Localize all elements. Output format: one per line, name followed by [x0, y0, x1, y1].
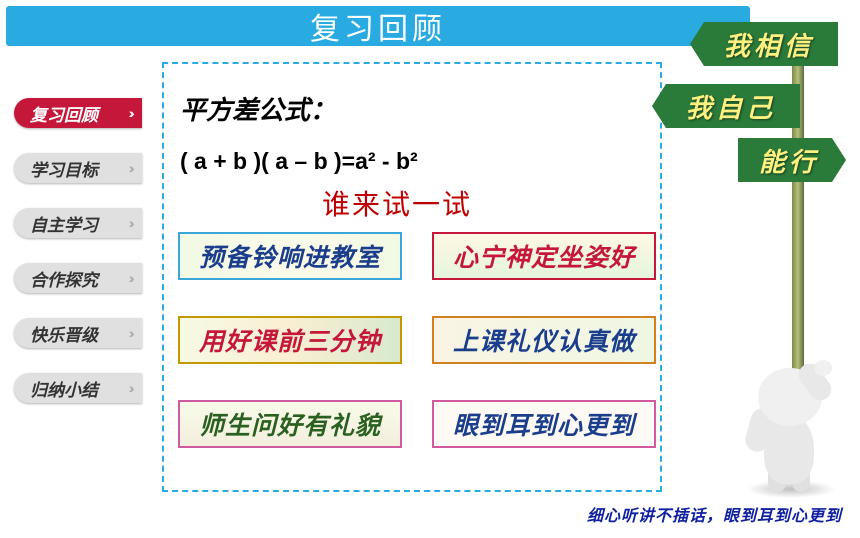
- sign-cando: 能行: [738, 138, 846, 182]
- nav-sidebar: 复习回顾 ›› 学习目标 ›› 自主学习 ›› 合作探究 ›› 快乐晋级 ›› …: [14, 98, 142, 403]
- nav-item-review[interactable]: 复习回顾 ››: [14, 98, 142, 128]
- banner-row: 用好课前三分钟 上课礼仪认真做: [178, 316, 656, 364]
- nav-item-goals[interactable]: 学习目标 ››: [14, 153, 142, 183]
- banner-row: 预备铃响进教室 心宁神定坐姿好: [178, 232, 656, 280]
- mascot-figure: [726, 343, 856, 498]
- formula-heading: 平方差公式：: [180, 90, 336, 127]
- banner-card: 上课礼仪认真做: [432, 316, 656, 364]
- nav-item-happy[interactable]: 快乐晋级 ››: [14, 318, 142, 348]
- nav-label: 学习目标: [30, 156, 98, 181]
- header-bar: 复习回顾: [6, 6, 750, 46]
- page-title: 复习回顾: [310, 4, 446, 48]
- banner-text: 预备铃响进教室: [199, 238, 381, 274]
- banner-card: 预备铃响进教室: [178, 232, 402, 280]
- banner-text: 眼到耳到心更到: [453, 406, 635, 442]
- banner-row: 师生问好有礼貌 眼到耳到心更到: [178, 400, 656, 448]
- banner-card: 用好课前三分钟: [178, 316, 402, 364]
- banner-card: 师生问好有礼貌: [178, 400, 402, 448]
- nav-label: 合作探究: [30, 266, 98, 291]
- nav-item-summary[interactable]: 归纳小结 ››: [14, 373, 142, 403]
- nav-label: 归纳小结: [30, 376, 98, 401]
- nav-label: 快乐晋级: [30, 321, 98, 346]
- banner-card: 心宁神定坐姿好: [432, 232, 656, 280]
- footer-slogan: 细心听讲不插话，眼到耳到心更到: [587, 502, 842, 526]
- banner-text: 师生问好有礼貌: [199, 406, 381, 442]
- formula-expression: ( a + b )( a – b )=a² - b²: [180, 148, 418, 175]
- nav-label: 自主学习: [30, 211, 98, 236]
- try-prompt: 谁来试一试: [322, 183, 472, 223]
- nav-item-cooperate[interactable]: 合作探究 ››: [14, 263, 142, 293]
- sign-myself: 我自己: [652, 84, 800, 128]
- sign-believe: 我相信: [690, 22, 838, 66]
- banner-text: 心宁神定坐姿好: [453, 238, 635, 274]
- mascot-hand: [814, 360, 832, 376]
- nav-label: 复习回顾: [30, 101, 98, 126]
- banner-card: 眼到耳到心更到: [432, 400, 656, 448]
- banner-text: 上课礼仪认真做: [453, 322, 635, 358]
- nav-item-selfstudy[interactable]: 自主学习 ››: [14, 208, 142, 238]
- banner-text: 用好课前三分钟: [199, 322, 381, 358]
